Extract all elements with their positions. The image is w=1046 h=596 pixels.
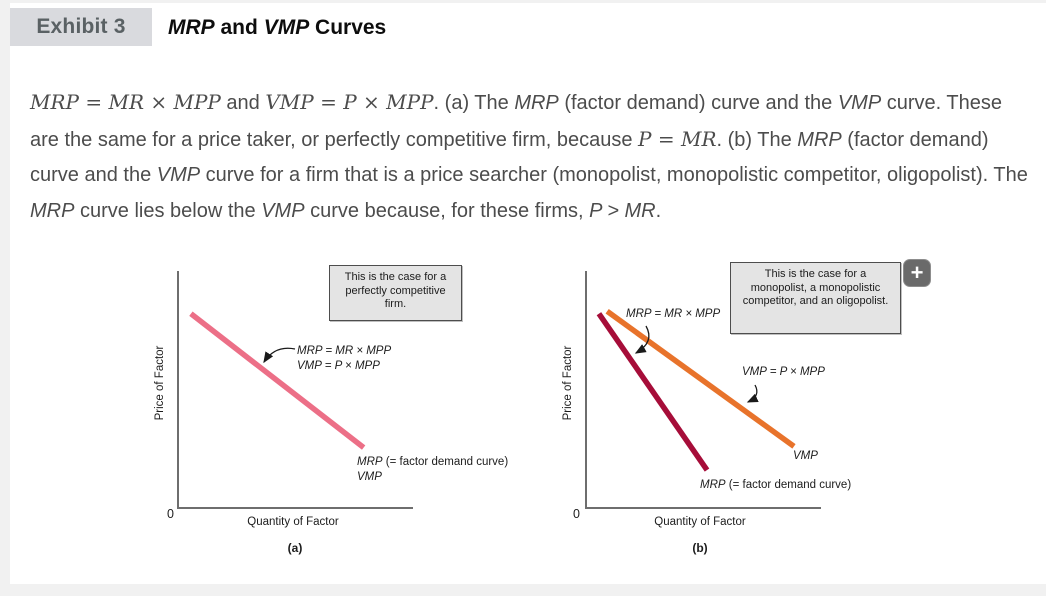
panel-a-y-axis-label: Price of Factor	[154, 345, 166, 421]
panel-b-vmp-equation: VMP = P × MPP	[742, 366, 825, 378]
panel-b-origin-label: 0	[573, 507, 580, 521]
title-and: and	[214, 16, 264, 39]
caption-run: (factor demand) curve and the	[30, 128, 989, 187]
panel-a-curve-label-mrp: MRP	[357, 456, 383, 468]
panel-b-curve-label-rest: (= factor demand curve)	[725, 479, 852, 491]
panel-a-tag: (a)	[287, 541, 303, 555]
plus-icon: +	[910, 260, 924, 285]
exhibit-caption: MRP = MR × MPP and VMP = P × MPP. (a) Th…	[30, 85, 1032, 229]
page-title: MRP and VMP Curves	[168, 14, 386, 41]
caption-run: VMP = P × MPP	[265, 90, 434, 114]
mrp-vmp-curve-a	[189, 311, 366, 450]
panel-b-mrp-curve-label: MRP (= factor demand curve)	[700, 478, 851, 493]
caption-run: (factor demand) curve and the	[558, 92, 838, 114]
panel-a-mrp-equation: MRP = MR × MPP	[297, 345, 392, 357]
panel-a-axes	[177, 271, 413, 509]
panel-a-annotation-arrow	[263, 347, 296, 364]
caption-run: VMP	[156, 164, 201, 186]
title-mrp: MRP	[168, 16, 215, 39]
exhibit-card: Exhibit 3 MRP and VMP Curves MRP = MR × …	[10, 3, 1046, 584]
vmp-curve-b	[605, 309, 796, 449]
panel-a-x-axis-label: Quantity of Factor	[247, 516, 339, 528]
panel-a-callout: This is the case for a perfectly competi…	[329, 265, 462, 321]
title-vmp: VMP	[263, 16, 310, 39]
caption-run: curve for a firm that is a price searche…	[200, 164, 1028, 186]
caption-run: MRP	[30, 199, 75, 222]
panel-b-plot	[585, 271, 821, 509]
caption-run: MRP = MR × MPP	[30, 90, 221, 114]
panel-b-y-axis-label: Price of Factor	[562, 345, 574, 421]
caption-run: . (b) The	[716, 128, 798, 151]
caption-run: .	[655, 199, 662, 222]
panel-b-tag: (b)	[692, 541, 708, 555]
mrp-curve-b	[596, 312, 710, 472]
panel-b-x-axis-label: Quantity of Factor	[654, 516, 746, 528]
expand-button[interactable]: +	[903, 259, 931, 287]
panel-a-origin-label: 0	[167, 507, 174, 521]
caption-run: curve lies below the	[74, 199, 262, 222]
caption-run: and	[220, 92, 266, 114]
caption-run: P > MR	[589, 199, 656, 222]
panel-a-vmp-equation: VMP = P × MPP	[297, 359, 380, 372]
caption-run: . (a) The	[433, 92, 515, 114]
caption-run: VMP	[261, 199, 305, 222]
panel-b-vmp-annotation-arrow	[746, 384, 759, 403]
caption-run: curve. These are the same for a price ta…	[30, 92, 1002, 151]
panel-b-mrp-equation: MRP = MR × MPP	[626, 308, 721, 320]
panel-a-curve-label-rest: (= factor demand curve)	[382, 456, 509, 468]
panel-b-vmp-curve-label: VMP	[793, 450, 818, 462]
caption-run: P = MR	[638, 126, 717, 151]
caption-run: VMP	[837, 92, 882, 114]
title-curves: Curves	[309, 16, 387, 39]
panel-b-curve-label-mrp: MRP	[700, 479, 726, 491]
panel-a-plot	[177, 271, 413, 509]
caption-run: curve because, for these firms,	[304, 199, 590, 222]
panel-a-curve-label-vmp: VMP	[357, 471, 382, 483]
panel-b-mrp-annotation-arrow	[634, 325, 650, 354]
panel-b-callout: This is the case for a monopolist, a mon…	[730, 262, 901, 334]
exhibit-badge: Exhibit 3	[10, 8, 152, 46]
caption-run: MRP	[797, 128, 842, 151]
panel-a-equation-annotation: MRP = MR × MPP VMP = P × MPP	[297, 344, 391, 373]
panel-a-curve-label: MRP (= factor demand curve) VMP	[357, 455, 508, 485]
panel-b-axes	[585, 271, 821, 509]
caption-run: MRP	[514, 92, 559, 114]
